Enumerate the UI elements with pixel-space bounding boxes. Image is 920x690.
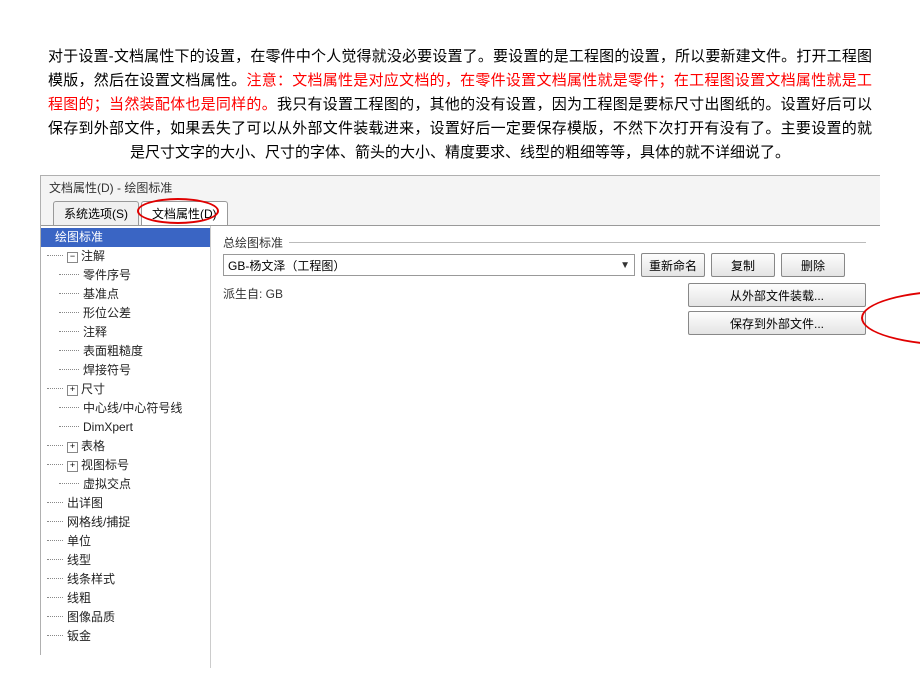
expand-icon[interactable]: + [67,461,78,472]
nav-tree[interactable]: 绘图标准 −注解 零件序号 基准点 形位公差 注释 表面粗糙度 焊接符号 +尺寸… [41,226,211,668]
tree-node-tables[interactable]: +表格 [41,437,210,456]
tree-node-line-thickness[interactable]: 线粗 [41,589,210,608]
tree-node-sheet-metal[interactable]: 钣金 [41,627,210,646]
tree-node-datums[interactable]: 基准点 [41,285,210,304]
tree-node-notes[interactable]: 注释 [41,323,210,342]
tree-node-annotations[interactable]: −注解 [41,247,210,266]
derive-row: 派生自: GB 从外部文件装载... 保存到外部文件... [223,283,868,335]
copy-button[interactable]: 复制 [711,253,775,277]
tree-node-grid-snap[interactable]: 网格线/捕捉 [41,513,210,532]
tree-node-dimensions[interactable]: +尺寸 [41,380,210,399]
tree-node-virtual-sharps[interactable]: 虚拟交点 [41,475,210,494]
tree-node-weld-symbol[interactable]: 焊接符号 [41,361,210,380]
tree-node-surface-finish[interactable]: 表面粗糙度 [41,342,210,361]
tree-node-drafting-standard[interactable]: 绘图标准 [41,228,210,247]
derive-from-label: 派生自: GB [223,283,283,302]
settings-pane: 总绘图标准 GB-杨文泽（工程图） ▼ 重新命名 复制 删除 派生自: GB 从… [211,226,880,668]
tree-node-detailing[interactable]: 出详图 [41,494,210,513]
expand-icon[interactable]: + [67,442,78,453]
save-to-external-button[interactable]: 保存到外部文件... [688,311,866,335]
standard-row: GB-杨文泽（工程图） ▼ 重新命名 复制 删除 [223,253,868,277]
tree-node-centerlines[interactable]: 中心线/中心符号线 [41,399,210,418]
tree-node-line-font[interactable]: 线型 [41,551,210,570]
tab-system-options[interactable]: 系统选项(S) [53,201,139,225]
description-paragraph: 对于设置-文档属性下的设置，在零件中个人觉得就没必要设置了。要设置的是工程图的设… [0,0,920,175]
expand-icon[interactable]: + [67,385,78,396]
dialog-title: 文档属性(D) - 绘图标准 [41,176,880,199]
tree-node-view-labels[interactable]: +视图标号 [41,456,210,475]
tree-node-units[interactable]: 单位 [41,532,210,551]
tree-node-balloons[interactable]: 零件序号 [41,266,210,285]
dialog-content: 绘图标准 −注解 零件序号 基准点 形位公差 注释 表面粗糙度 焊接符号 +尺寸… [41,225,880,668]
group-divider [289,242,866,243]
tree-node-dimxpert[interactable]: DimXpert [41,418,210,437]
tree-node-line-style[interactable]: 线条样式 [41,570,210,589]
load-from-external-button[interactable]: 从外部文件装载... [688,283,866,307]
standard-combo[interactable]: GB-杨文泽（工程图） ▼ [223,254,635,276]
highlight-ellipse-buttons [861,290,920,346]
external-file-buttons: 从外部文件装载... 保存到外部文件... [688,283,866,335]
tab-document-properties[interactable]: 文档属性(D) [141,201,228,225]
collapse-icon[interactable]: − [67,252,78,263]
rename-button[interactable]: 重新命名 [641,253,705,277]
tree-node-image-quality[interactable]: 图像品质 [41,608,210,627]
tree-node-geometric-tolerance[interactable]: 形位公差 [41,304,210,323]
chevron-down-icon: ▼ [620,260,630,271]
document-properties-dialog: 文档属性(D) - 绘图标准 系统选项(S) 文档属性(D) 绘图标准 −注解 … [40,175,880,655]
delete-button[interactable]: 删除 [781,253,845,277]
tab-bar: 系统选项(S) 文档属性(D) [41,199,880,225]
combo-value: GB-杨文泽（工程图） [228,257,345,274]
